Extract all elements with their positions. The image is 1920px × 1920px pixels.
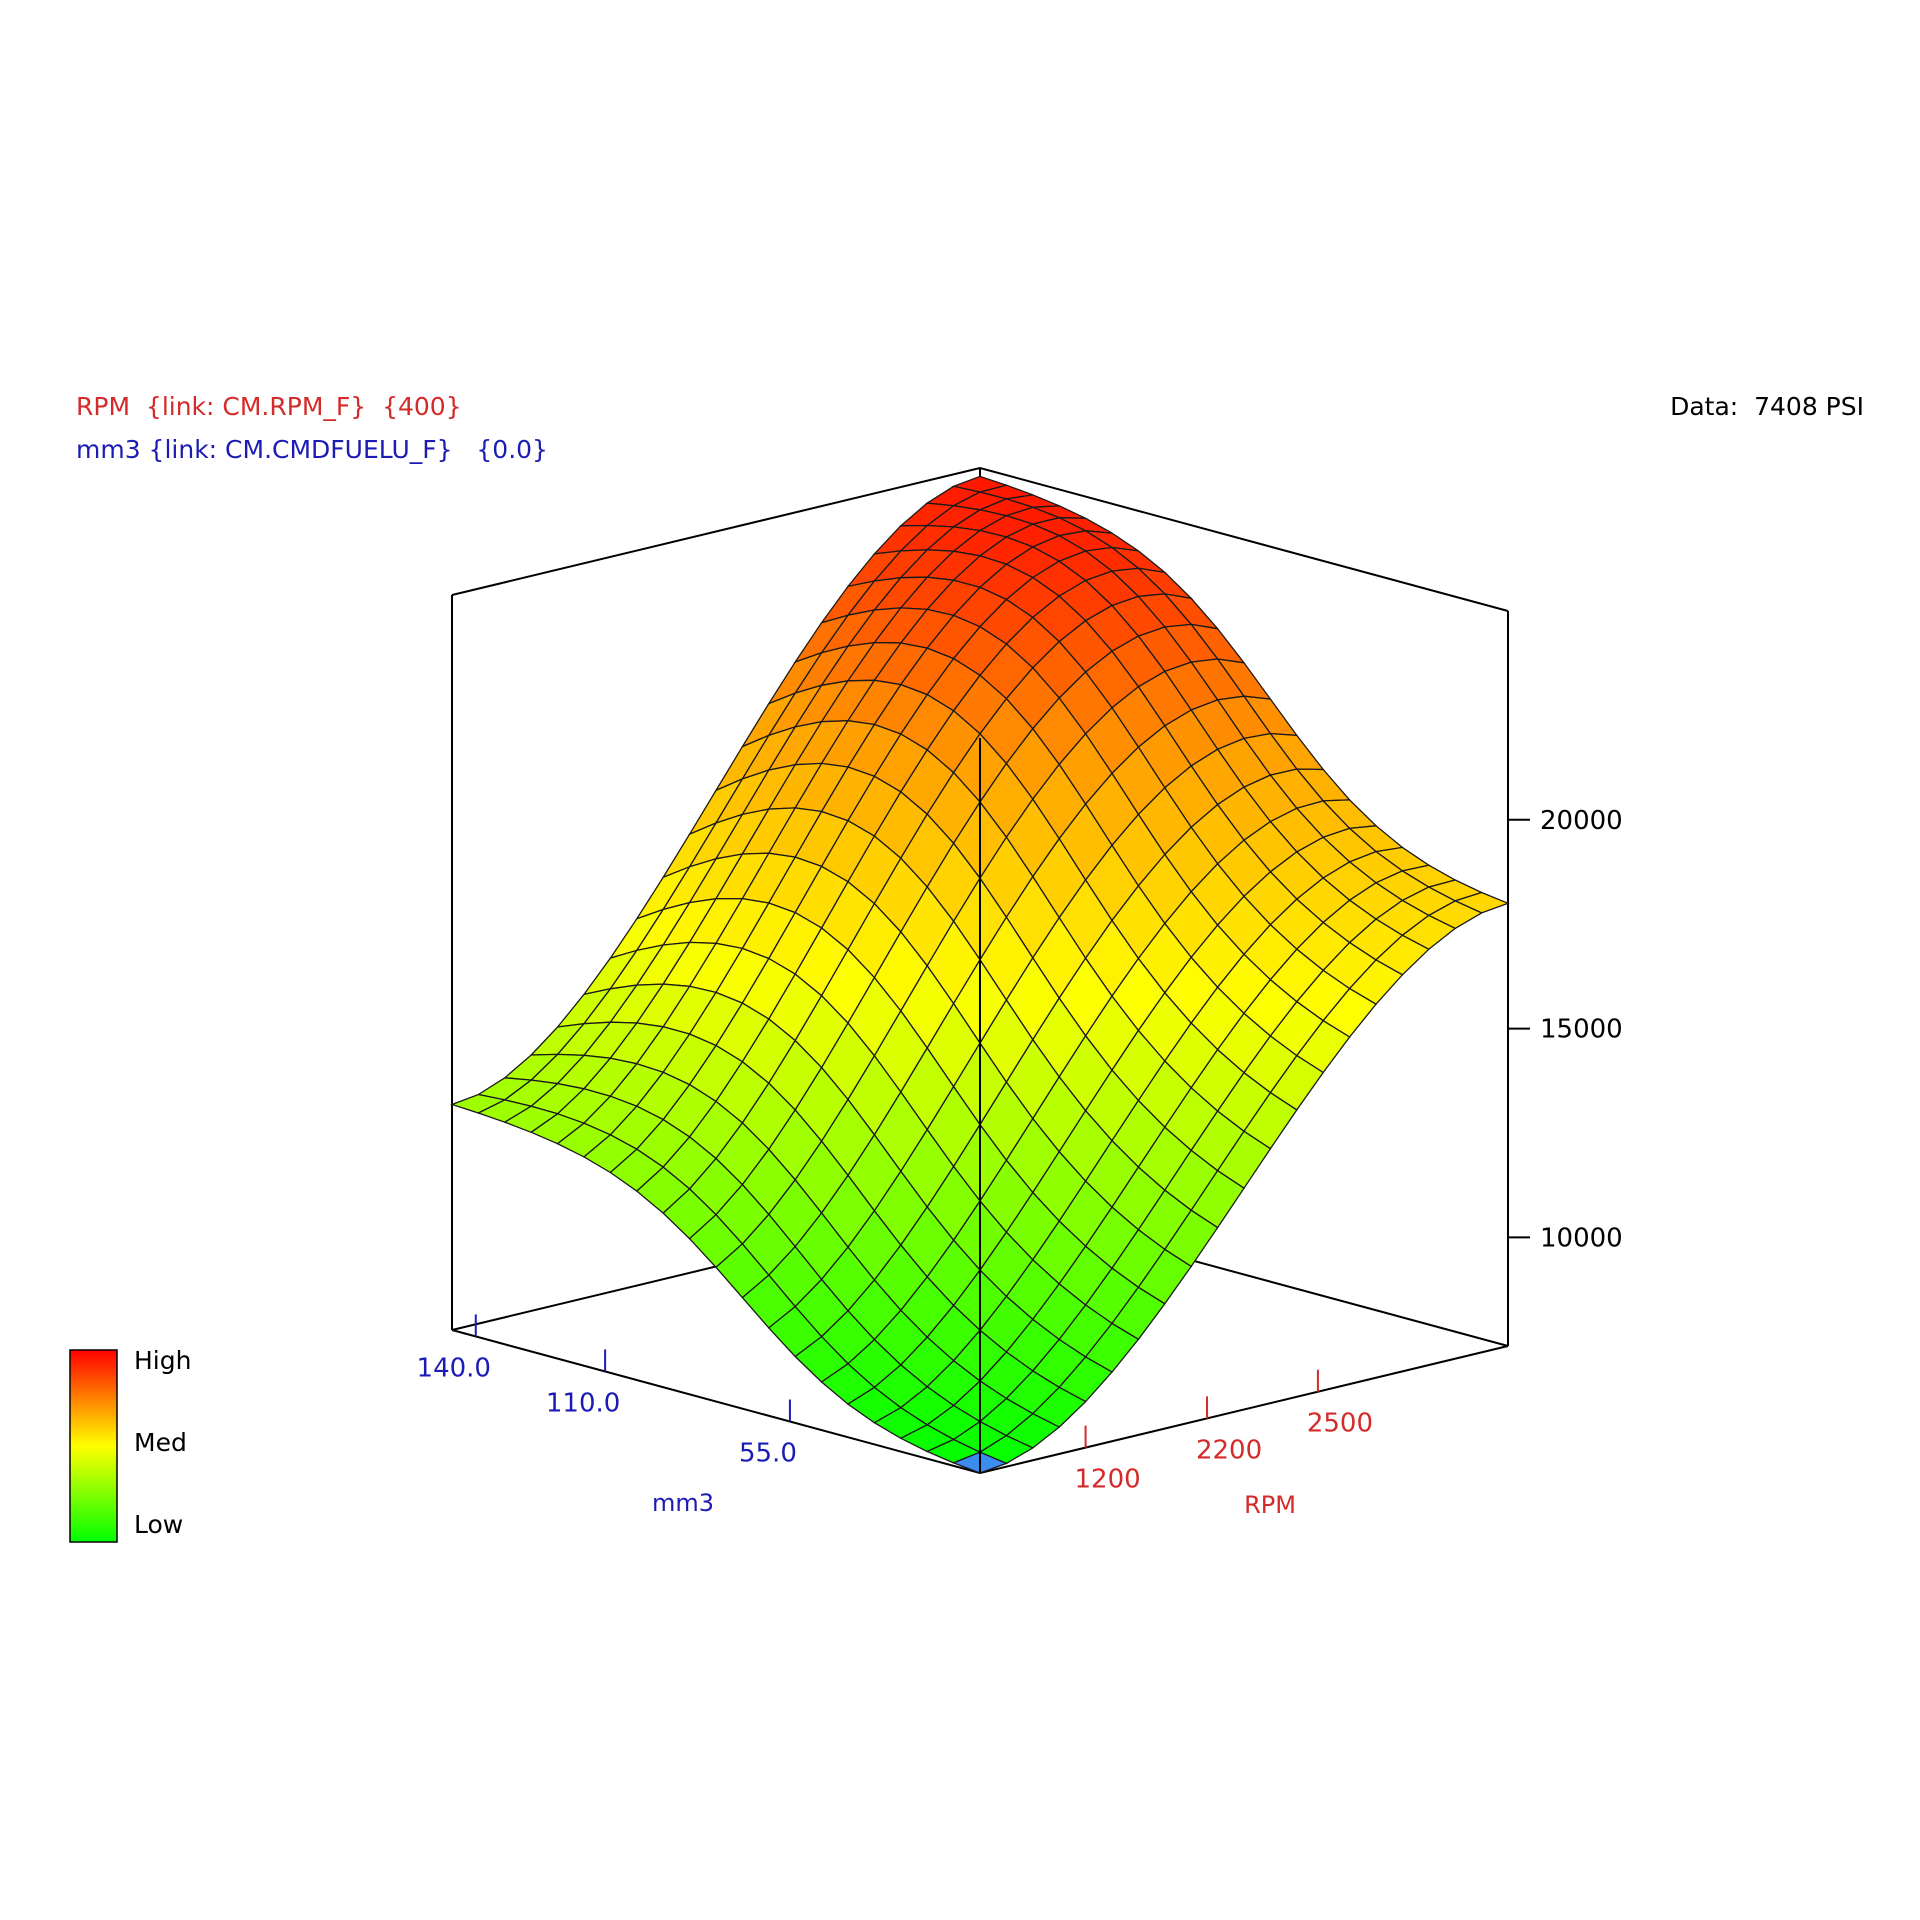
box-edge xyxy=(451,467,981,596)
data-readout: Data: 7408 PSI xyxy=(1670,392,1864,421)
surface-mesh xyxy=(450,475,1510,1474)
mm3-tick-label: 140.0 xyxy=(417,1353,491,1383)
rpm-tick-label: 2200 xyxy=(1196,1435,1262,1465)
mm3-link-label: mm3 {link: CM.CMDFUELU_F} {0.0} xyxy=(76,435,548,464)
box-edge xyxy=(979,1345,1509,1474)
axes: 1200 2200 2500 RPM 140.0 110.0 55.0 mm3 20000 150… xyxy=(417,806,1623,1519)
legend-med-label: Med xyxy=(134,1428,187,1457)
box-edge xyxy=(451,1329,981,1474)
rpm-link-label: RPM {link: CM.RPM_F} {400} xyxy=(76,392,462,421)
color-legend-bar xyxy=(69,1349,118,1543)
rpm-axis-label: RPM xyxy=(1244,1491,1296,1519)
legend-low-label: Low xyxy=(134,1510,184,1539)
z-tick-label: 10000 xyxy=(1540,1223,1623,1253)
z-tick-label: 20000 xyxy=(1540,806,1623,836)
mm3-axis-label: mm3 xyxy=(652,1489,714,1517)
rpm-tick-label: 2500 xyxy=(1307,1409,1373,1439)
mm3-tick-label: 55.0 xyxy=(739,1439,797,1469)
z-tick-label: 15000 xyxy=(1540,1015,1623,1045)
rpm-tick-label: 1200 xyxy=(1075,1465,1141,1495)
legend-high-label: High xyxy=(134,1346,192,1375)
mm3-tick-label: 110.0 xyxy=(546,1388,620,1418)
box-edge xyxy=(979,467,1509,612)
